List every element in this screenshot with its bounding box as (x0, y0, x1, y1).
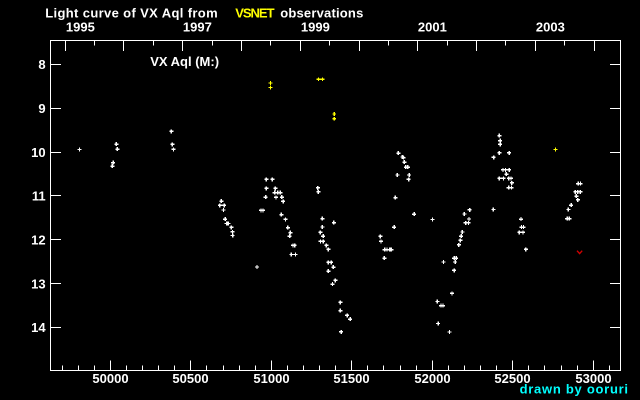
svg-text:1995: 1995 (66, 19, 95, 34)
svg-text:13: 13 (31, 276, 45, 291)
svg-text:11: 11 (32, 189, 46, 204)
svg-text:51000: 51000 (253, 371, 289, 386)
svg-text:drawn by ooruri: drawn by ooruri (520, 382, 629, 397)
svg-text:14: 14 (31, 320, 46, 335)
svg-text:52000: 52000 (414, 371, 450, 386)
svg-text:2003: 2003 (536, 19, 565, 34)
svg-text:50000: 50000 (92, 371, 128, 386)
svg-text:10: 10 (31, 145, 45, 160)
svg-text:53000: 53000 (575, 371, 611, 386)
svg-text:2001: 2001 (418, 19, 447, 34)
svg-text:51500: 51500 (333, 371, 369, 386)
svg-text:9: 9 (38, 101, 45, 116)
svg-text:52500: 52500 (494, 371, 530, 386)
svg-text:1999: 1999 (301, 19, 330, 34)
svg-text:Light curve of VX Aql from: Light curve of VX Aql from (45, 6, 218, 21)
svg-text:1997: 1997 (183, 19, 212, 34)
svg-text:observations: observations (280, 6, 363, 21)
svg-text:VSNET: VSNET (235, 6, 274, 21)
svg-text:50500: 50500 (172, 371, 208, 386)
svg-text:VX Aql (M:): VX Aql (M:) (150, 54, 219, 69)
svg-text:12: 12 (31, 233, 45, 248)
svg-text:8: 8 (38, 57, 45, 72)
